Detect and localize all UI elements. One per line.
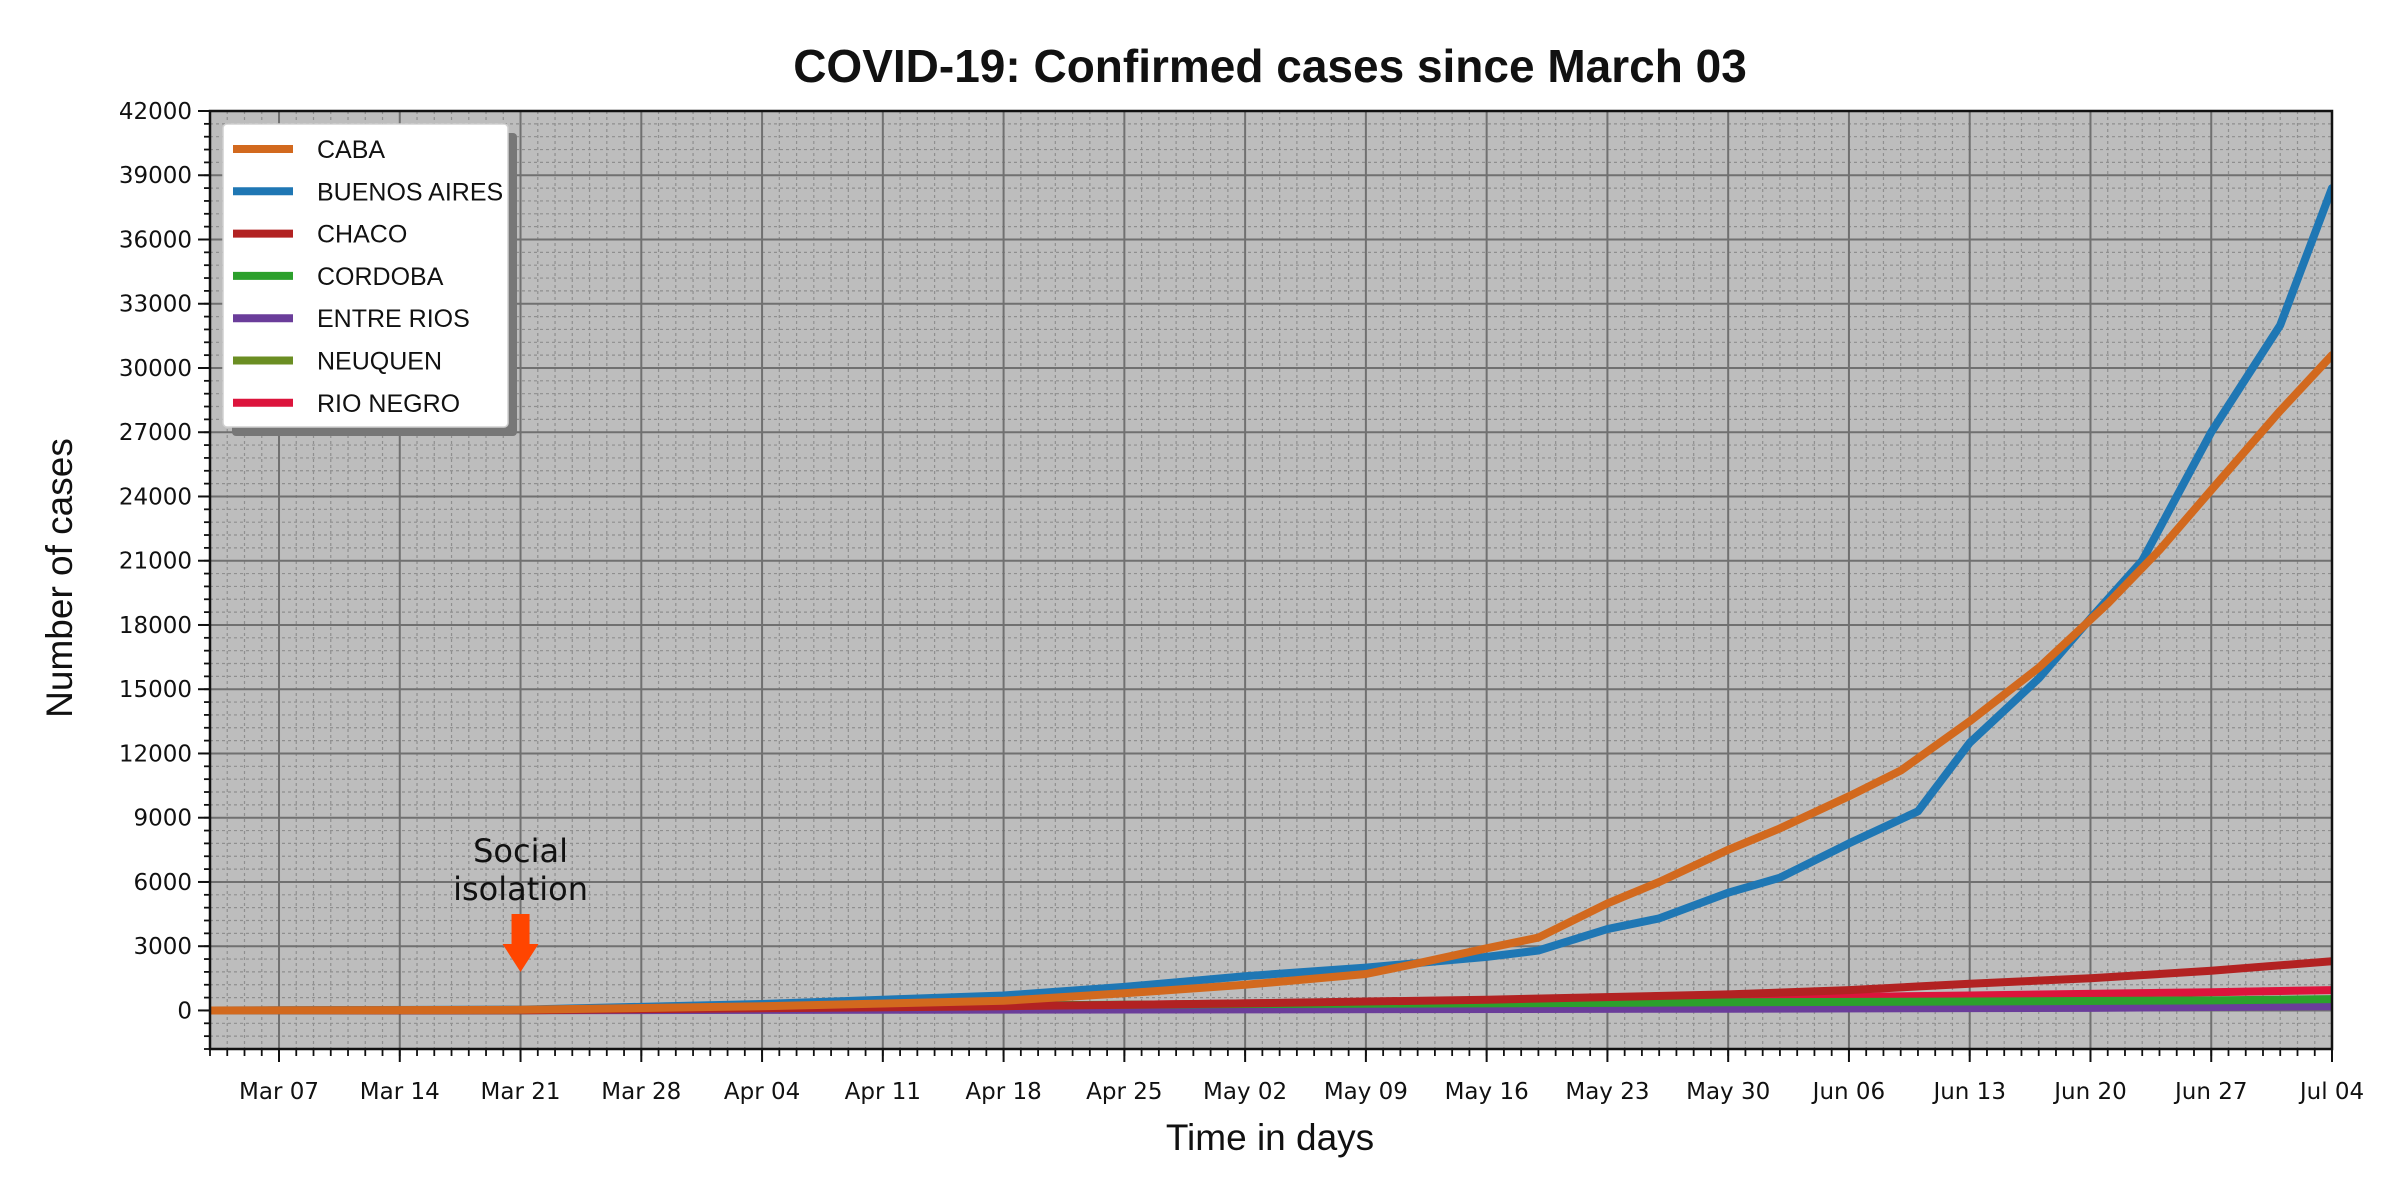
plot-background — [210, 111, 2332, 1049]
x-tick-label: Mar 21 — [481, 1079, 561, 1105]
legend-label: RIO NEGRO — [317, 390, 460, 418]
legend-label: CORDOBA — [317, 263, 444, 291]
y-tick-label: 33000 — [119, 292, 192, 318]
x-tick-label: Apr 11 — [845, 1079, 921, 1105]
y-tick-label: 9000 — [133, 806, 192, 832]
y-tick-label: 27000 — [119, 420, 192, 446]
legend-box — [222, 123, 509, 428]
x-tick-label: Mar 07 — [239, 1079, 319, 1105]
x-tick-label: May 02 — [1203, 1079, 1287, 1105]
x-axis-label: Time in days — [1166, 1117, 1374, 1158]
x-tick-label: Jun 13 — [1931, 1079, 2006, 1105]
legend-label: ENTRE RIOS — [317, 305, 470, 333]
x-tick-label: May 23 — [1565, 1079, 1649, 1105]
x-tick-label: Mar 14 — [360, 1079, 440, 1105]
legend-label: BUENOS AIRES — [317, 178, 503, 206]
x-tick-label: Apr 04 — [724, 1079, 800, 1105]
legend: CABA BUENOS AIRES CHACO CORDOBA ENTRE RIOS NE… — [222, 123, 517, 436]
x-tick-label: Jul 04 — [2298, 1079, 2364, 1105]
y-tick-label: 6000 — [133, 870, 192, 896]
series-group — [210, 184, 2332, 1015]
series-line-caba — [210, 351, 2332, 1015]
y-tick-label: 24000 — [119, 484, 192, 510]
x-tick-label: Apr 18 — [965, 1079, 1041, 1105]
y-tick-label: 36000 — [119, 227, 192, 253]
x-tick-label: Mar 28 — [601, 1079, 681, 1105]
legend-label: CABA — [317, 136, 385, 164]
chart-title: COVID-19: Confirmed cases since March 03 — [793, 40, 1747, 92]
y-tick-label: 39000 — [119, 163, 192, 189]
y-tick-label: 12000 — [119, 741, 192, 767]
x-tick-label: Jun 06 — [1811, 1079, 1886, 1105]
y-axis-label: Number of cases — [39, 438, 80, 718]
y-tick-label: 21000 — [119, 549, 192, 575]
annotation-arrow — [502, 914, 539, 972]
annotation-text: isolation — [453, 870, 588, 908]
legend-label: NEUQUEN — [317, 348, 442, 376]
y-tick-label: 18000 — [119, 613, 192, 639]
x-tick-label: May 30 — [1686, 1079, 1770, 1105]
x-tick-label: Jun 20 — [2052, 1079, 2127, 1105]
x-tick-label: Apr 25 — [1086, 1079, 1162, 1105]
x-axis: Mar 07 Mar 14 Mar 21 Mar 28 Apr 04 Apr 11 Apr … — [209, 1049, 2364, 1105]
y-tick-label: 42000 — [119, 99, 192, 125]
legend-label: CHACO — [317, 221, 407, 249]
x-tick-label: Jun 27 — [2173, 1079, 2248, 1105]
plot-frame — [208, 109, 2334, 1051]
annotation-text: Social — [473, 832, 568, 870]
x-tick-label: May 16 — [1445, 1079, 1529, 1105]
y-tick-label: 30000 — [119, 356, 192, 382]
y-tick-label: 0 — [177, 998, 192, 1024]
y-tick-label: 3000 — [133, 934, 192, 960]
x-tick-label: May 09 — [1324, 1079, 1408, 1105]
y-tick-label: 15000 — [119, 677, 192, 703]
y-axis: 0 3000 6000 9000 12000 15000 18000 21000 24000 27… — [119, 99, 210, 1050]
